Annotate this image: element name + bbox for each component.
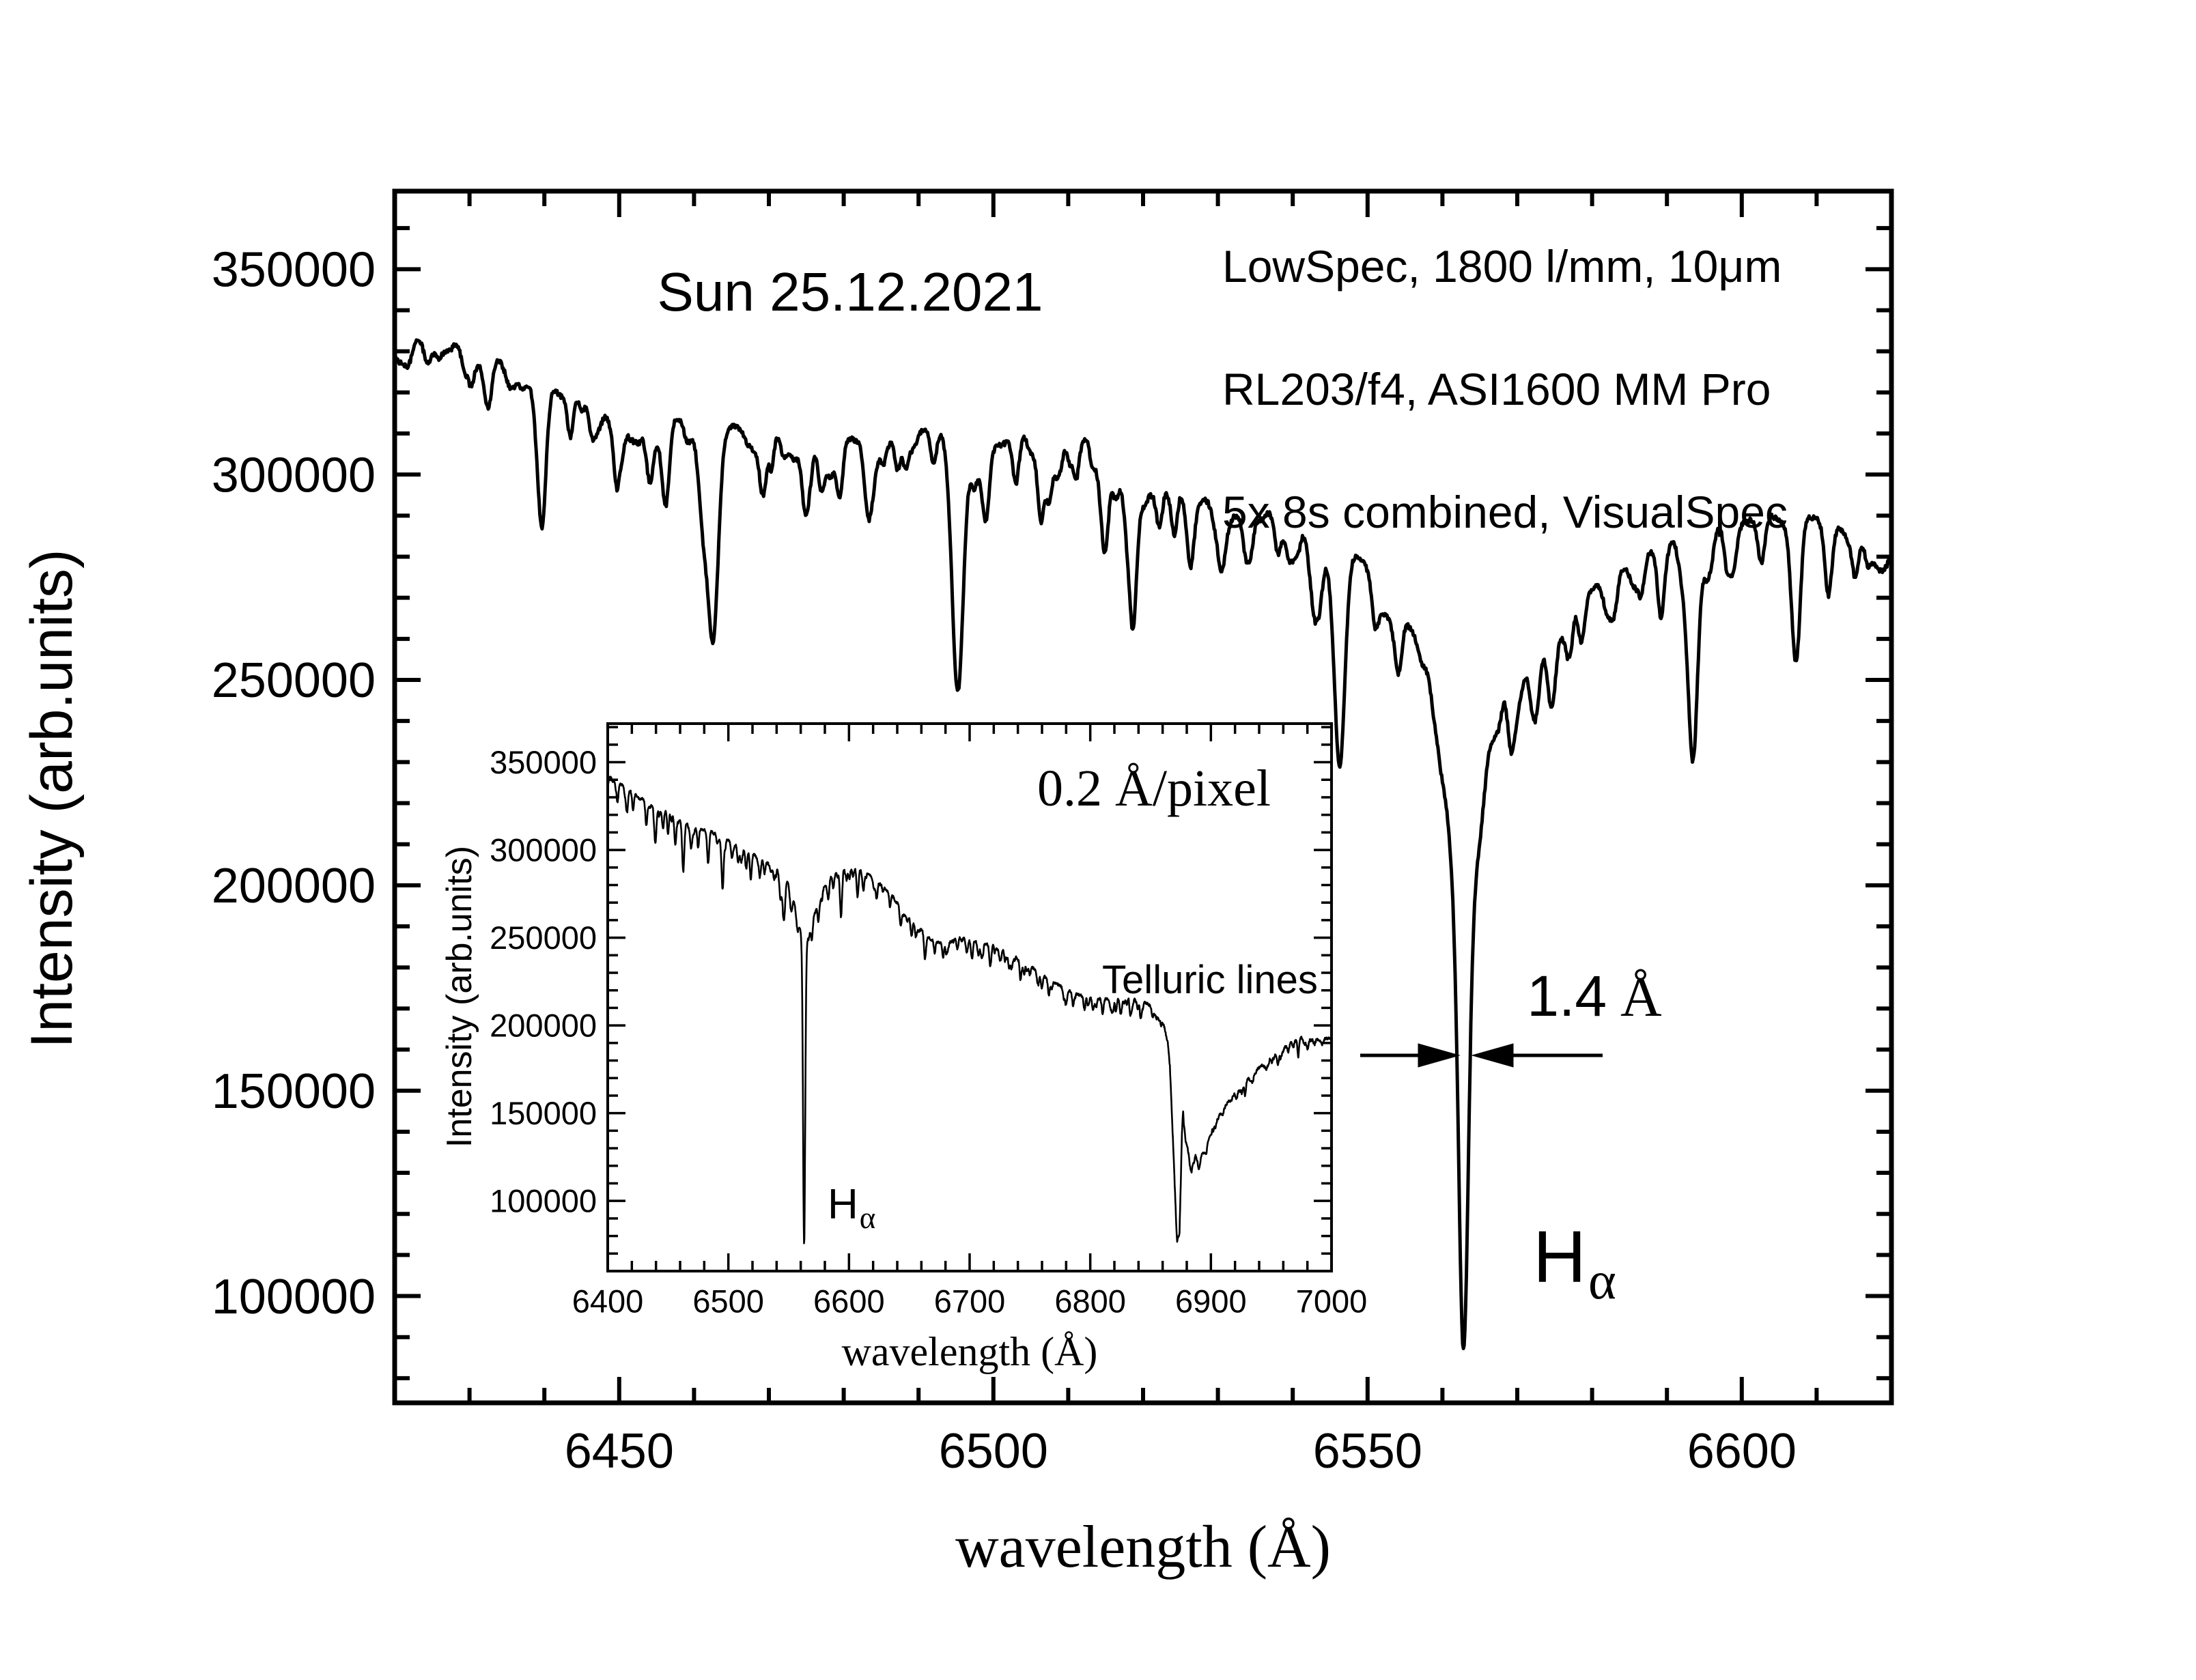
inset-h-alpha-label: Hα — [828, 1181, 875, 1235]
inset-x-tick-6700: 6700 — [934, 1283, 1006, 1320]
inset-x-tick-6900: 6900 — [1175, 1283, 1247, 1320]
info-line-3: 5x 8s combined, VisualSpec — [1222, 487, 1788, 537]
inset-spectrum-curve — [606, 775, 1333, 1244]
main-plot: 6450 6500 6550 6600 350000 300000 250000 200000… — [212, 188, 1894, 1479]
main-x-tick-6550: 6550 — [1313, 1424, 1422, 1479]
inset-y-axis-title: Intensity (arb.units) — [440, 846, 479, 1148]
inset-y-tick-100000: 100000 — [490, 1183, 597, 1219]
inset-x-tick-6600: 6600 — [813, 1283, 885, 1320]
inset-x-tick-7000: 7000 — [1296, 1283, 1368, 1320]
width-arrow-left-head — [1418, 1043, 1461, 1068]
telluric-lines-label: Telluric lines — [1102, 958, 1318, 1002]
inset-y-tick-300000: 300000 — [490, 832, 597, 868]
main-y-tick-150000: 150000 — [212, 1064, 376, 1119]
inset-plot: 6400 6500 6600 6700 6800 6900 7000 350000 300000… — [490, 722, 1367, 1320]
main-spectrum-curve — [393, 338, 1894, 1350]
info-line-2: RL203/f4, ASI1600 MM Pro — [1222, 364, 1771, 414]
inset-x-tick-6800: 6800 — [1054, 1283, 1126, 1320]
inset-y-tick-200000: 200000 — [490, 1008, 597, 1044]
main-y-tick-350000: 350000 — [212, 243, 376, 298]
main-x-tick-6600: 6600 — [1687, 1424, 1797, 1479]
main-x-axis-title: wavelength (Å) — [955, 1514, 1331, 1580]
inset-x-axis-title: wavelength (Å) — [842, 1329, 1098, 1374]
inset-tick-labels: 6400 6500 6600 6700 6800 6900 7000 350000 300000… — [490, 744, 1367, 1320]
h-alpha-label: Hα — [1533, 1215, 1616, 1310]
info-line-1: LowSpec, 1800 l/mm, 10μm — [1222, 241, 1782, 291]
inset-x-tick-6500: 6500 — [692, 1283, 764, 1320]
main-x-tick-6500: 6500 — [939, 1424, 1048, 1479]
main-y-tick-300000: 300000 — [212, 448, 376, 502]
width-arrow-annotation — [1360, 1043, 1603, 1068]
inset-y-tick-250000: 250000 — [490, 920, 597, 956]
dispersion-label: 0.2 Å/pixel — [1037, 760, 1271, 817]
inset-y-tick-150000: 150000 — [490, 1095, 597, 1131]
inset-x-tick-6400: 6400 — [572, 1283, 644, 1320]
main-y-tick-100000: 100000 — [212, 1270, 376, 1324]
main-y-axis-title: Intensity (arb.units) — [19, 549, 85, 1048]
main-tick-labels: 6450 6500 6550 6600 350000 300000 250000 200000… — [212, 243, 1797, 1479]
main-x-tick-6450: 6450 — [565, 1424, 674, 1479]
inset-ticks — [608, 724, 1332, 1271]
main-y-tick-200000: 200000 — [212, 859, 376, 913]
line-width-annotation: 1.4 Å — [1527, 964, 1662, 1029]
inset-y-tick-350000: 350000 — [490, 744, 597, 780]
main-y-tick-250000: 250000 — [212, 653, 376, 708]
chart-title: Sun 25.12.2021 — [658, 261, 1043, 322]
